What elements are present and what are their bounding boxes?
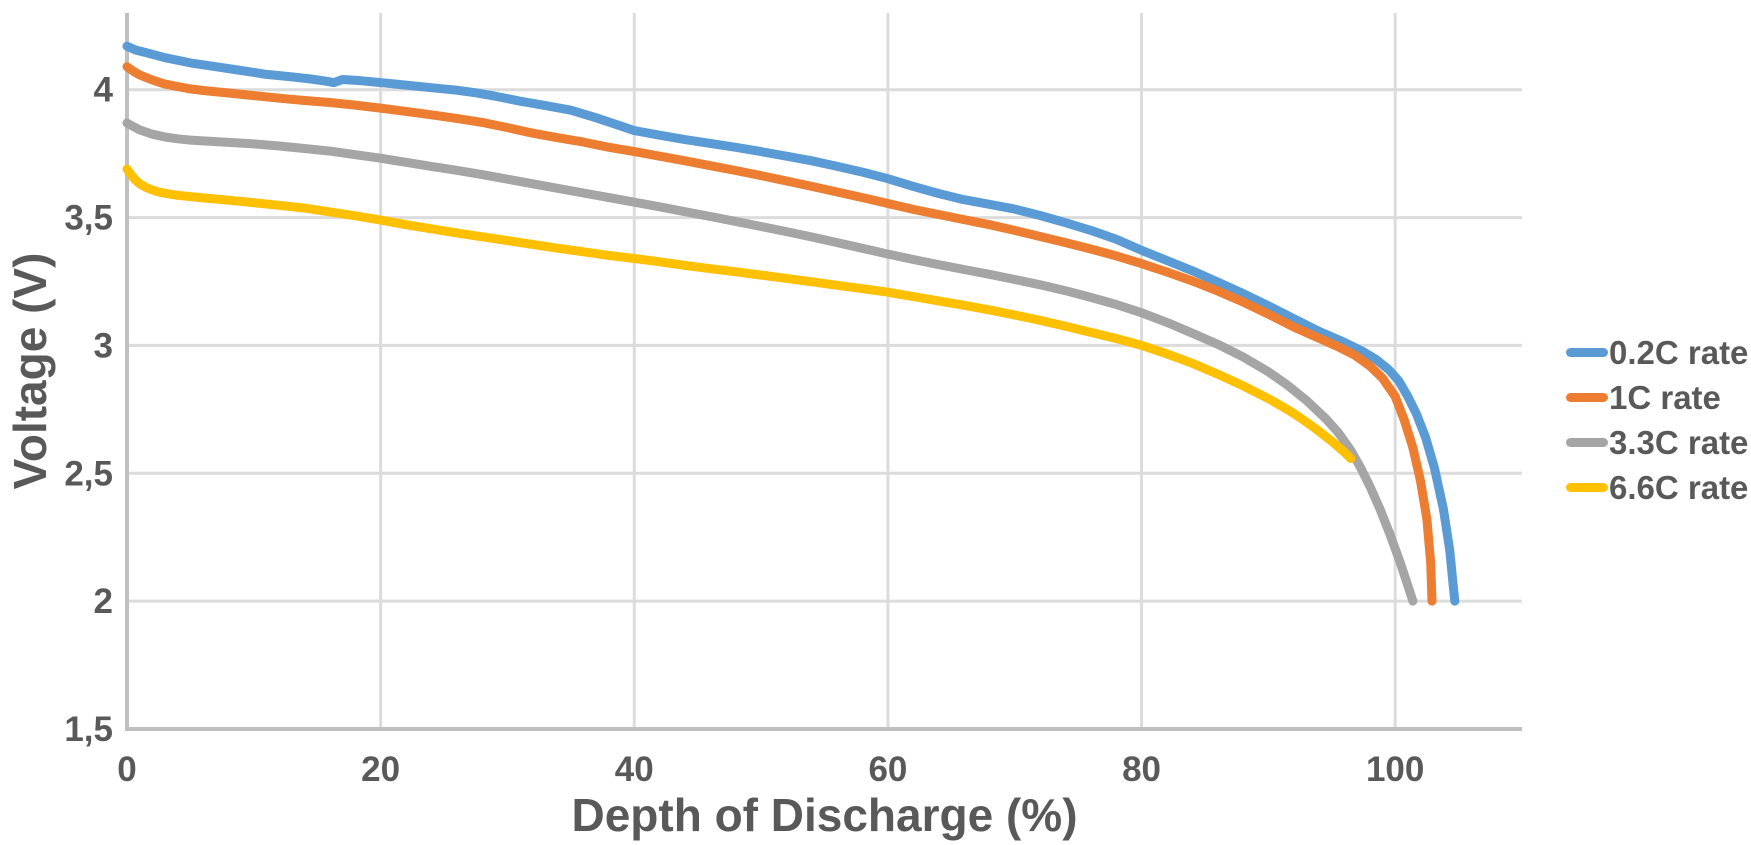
y-axis-title: Voltage (V)	[4, 252, 56, 490]
y-tick-label-4: 4	[94, 71, 114, 110]
legend-item-0.2c-rate: 0.2C rate	[1566, 330, 1748, 375]
legend-swatch-1c-rate	[1566, 393, 1608, 402]
legend-swatch-0.2c-rate	[1566, 348, 1608, 357]
x-axis-title: Depth of Discharge (%)	[571, 789, 1078, 841]
y-tick-label-3: 3	[94, 326, 113, 365]
legend-label-1c-rate: 1C rate	[1609, 378, 1721, 416]
legend-swatch-6.6c-rate	[1566, 483, 1608, 492]
legend-label-3.3c-rate: 3.3C rate	[1609, 423, 1749, 461]
legend-label-6.6c-rate: 6.6C rate	[1609, 468, 1749, 506]
x-tick-label-60: 60	[868, 750, 907, 789]
x-tick-label-80: 80	[1122, 750, 1161, 789]
legend-swatch-3.3c-rate	[1566, 438, 1608, 447]
x-tick-label-20: 20	[361, 750, 400, 789]
series-line-0.2c-rate	[122, 41, 1460, 606]
legend: 0.2C rate 1C rate 3.3C rate 6.6C rate	[1566, 330, 1748, 510]
series-line-6.6c-rate	[122, 164, 1356, 463]
x-tick-label-40: 40	[615, 750, 654, 789]
series-line-3.3c-rate	[122, 118, 1418, 606]
legend-item-6.6c-rate: 6.6C rate	[1566, 465, 1748, 510]
y-tick-label-2,5: 2,5	[64, 454, 113, 493]
y-tick-label-3,5: 3,5	[64, 199, 113, 238]
x-tick-label-0: 0	[117, 750, 136, 789]
series-line-1c-rate	[122, 62, 1437, 606]
y-tick-label-1,5: 1,5	[64, 710, 113, 749]
y-tick-label-2: 2	[94, 582, 113, 621]
legend-label-0.2c-rate: 0.2C rate	[1609, 333, 1749, 371]
legend-item-1c-rate: 1C rate	[1566, 375, 1748, 420]
x-tick-label-100: 100	[1366, 750, 1424, 789]
legend-item-3.3c-rate: 3.3C rate	[1566, 420, 1748, 465]
